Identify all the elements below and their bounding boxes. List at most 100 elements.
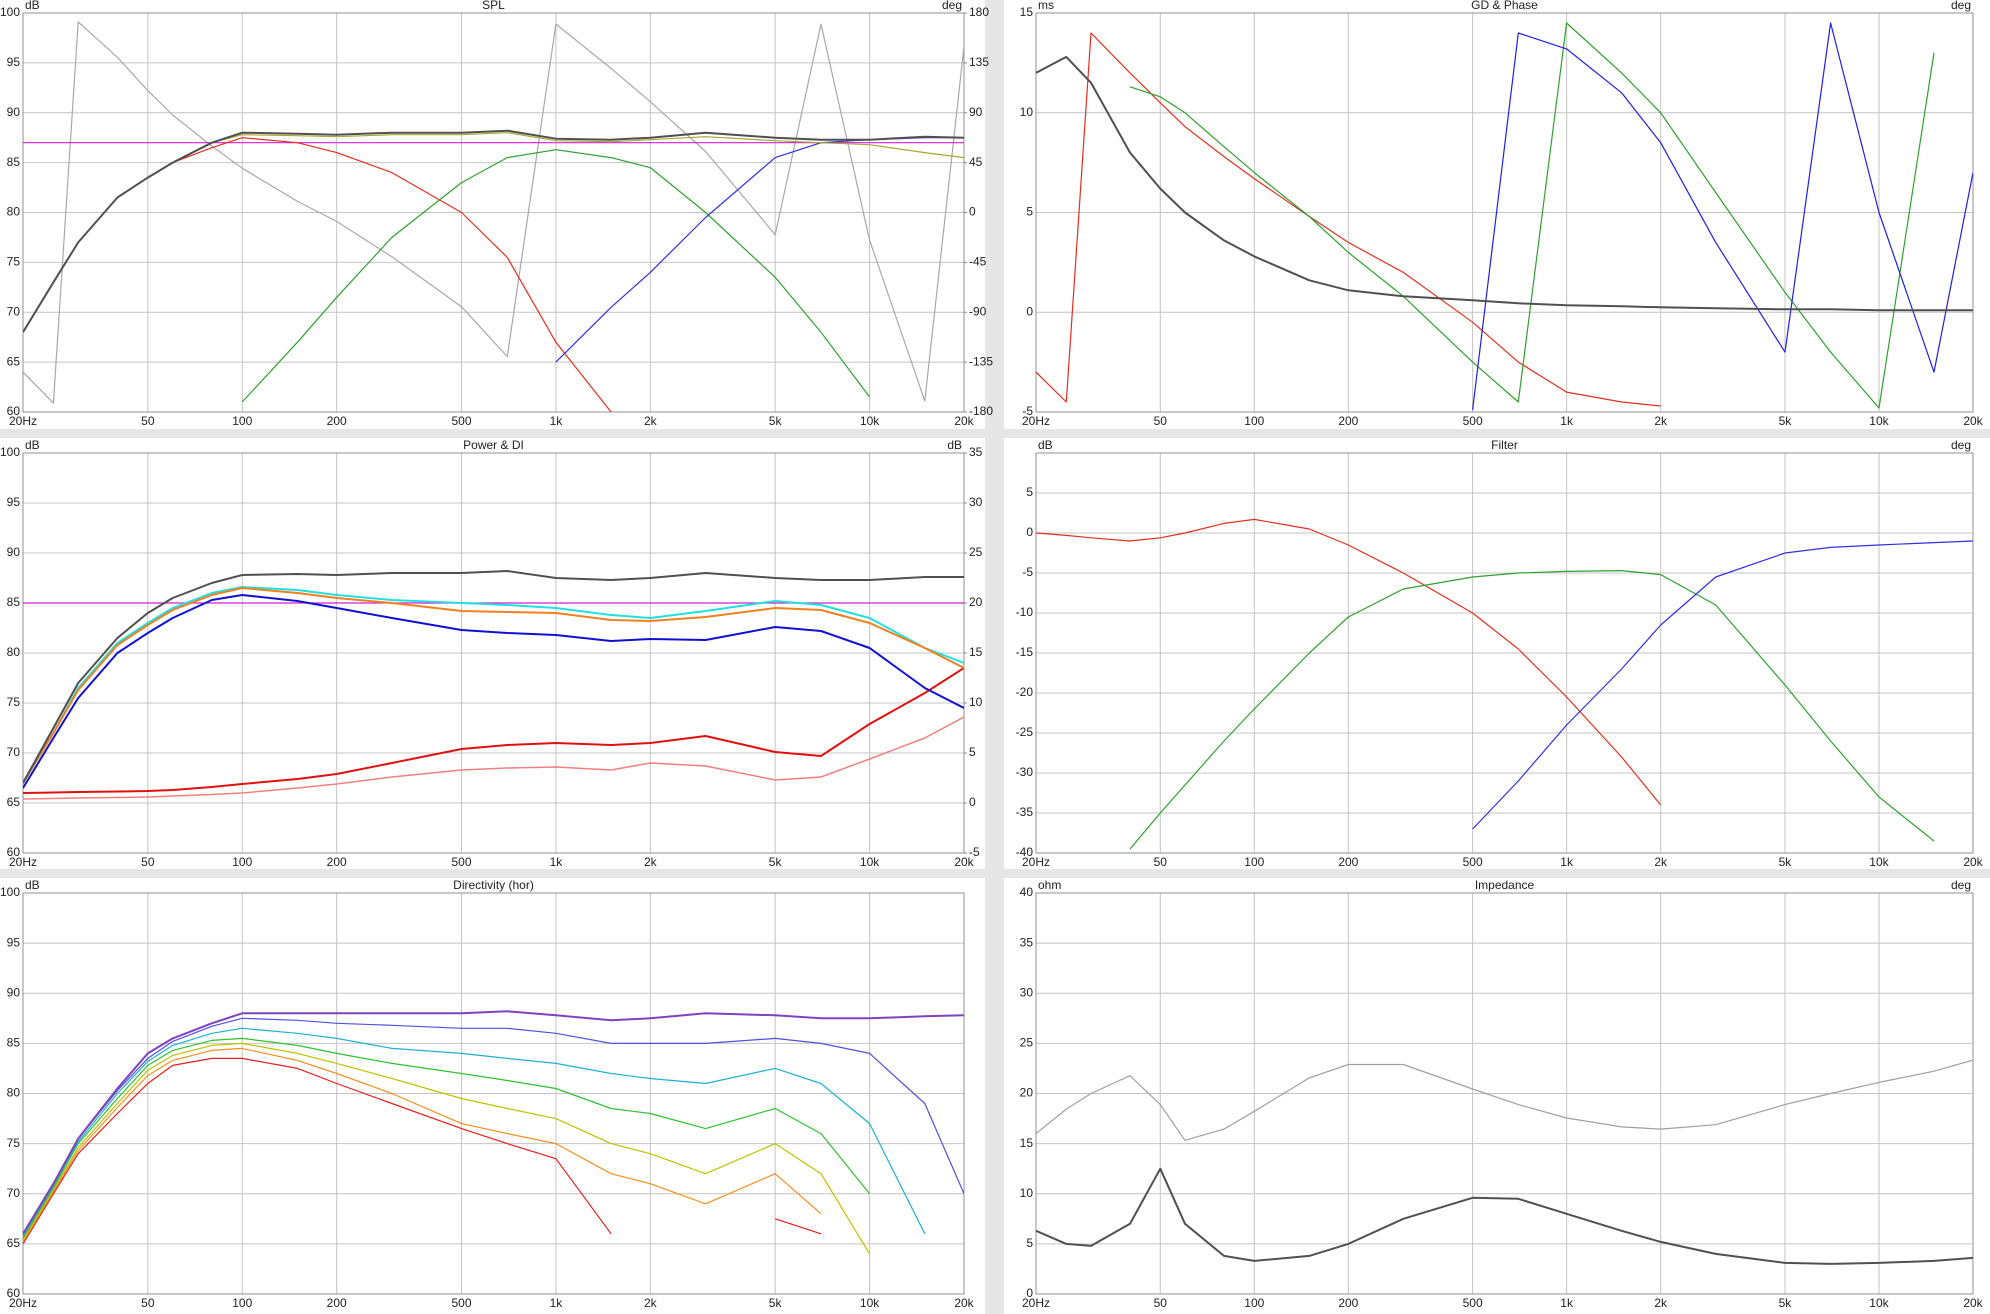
y2-tick-label: 10 [969,695,983,709]
y-tick-label: -10 [1016,605,1034,619]
y-tick-label: 100 [0,885,20,899]
series-line [23,1057,822,1245]
plot-area [1036,22,1973,411]
x-tick-label: 2k [1654,414,1668,428]
y-tick-label: -20 [1016,685,1034,699]
plot-area [1036,1059,1973,1265]
x-tick-label: 500 [451,1296,471,1310]
y-tick-label: 75 [7,255,21,269]
x-tick-label: 50 [1154,1296,1168,1310]
series-line [1036,1059,1973,1141]
x-tick-label: 20k [954,1296,974,1310]
series-line [23,586,964,784]
x-tick-label: 50 [141,1296,155,1310]
y2-tick-label: 30 [969,495,983,509]
x-tick-label: 1k [550,855,564,869]
y2-tick-label: 0 [969,205,976,219]
y2-tick-label: -180 [969,404,993,418]
x-tick-label: 200 [1338,1296,1358,1310]
y-tick-label: 0 [1026,525,1033,539]
x-tick-label: 500 [1463,1296,1483,1310]
x-tick-label: 100 [232,414,252,428]
x-tick-label: 200 [1338,855,1358,869]
y-tick-label: 60 [7,404,21,418]
y-tick-label: 65 [7,795,21,809]
plot-frame [22,892,965,1295]
x-tick-label: 10k [860,1296,880,1310]
series-line [23,587,964,784]
y-tick-label: 95 [7,55,21,69]
y2-axis-unit: deg [942,0,962,12]
x-tick-label: 100 [232,855,252,869]
x-tick-label: 5k [1779,855,1793,869]
y2-axis-unit: deg [1951,878,1971,892]
x-tick-label: 20k [1963,1296,1983,1310]
y-tick-label: 75 [7,695,21,709]
x-tick-label: 20Hz [9,855,37,869]
x-tick-label: 5k [769,414,783,428]
y-tick-label: -40 [1016,845,1034,859]
y-tick-label: 80 [7,1086,21,1100]
x-tick-label: 200 [1338,414,1358,428]
y-tick-label: 90 [7,545,21,559]
y-tick-label: 60 [7,845,21,859]
y2-axis-unit: dB [947,438,962,452]
y2-tick-label: 5 [969,745,976,759]
plot-area [23,21,964,412]
x-tick-label: 2k [644,855,658,869]
y-tick-label: -15 [1016,645,1034,659]
chart-title: GD & Phase [1471,0,1538,12]
panel [1004,878,1990,1314]
y2-tick-label: 20 [969,595,983,609]
y-tick-label: 35 [1020,935,1034,949]
x-tick-label: 20Hz [1022,414,1050,428]
x-tick-label: 20k [1963,414,1983,428]
series-line [23,1037,871,1239]
series-line [241,149,871,403]
y-tick-label: 85 [7,595,21,609]
x-tick-label: 200 [327,414,347,428]
y-tick-label: 80 [7,205,21,219]
series-line [23,667,964,794]
y-tick-label: 60 [7,1286,21,1300]
x-tick-label: 100 [1244,414,1264,428]
series-line [23,1010,964,1235]
series-line [1036,55,1973,312]
series-line [23,1047,822,1243]
y2-tick-label: 135 [969,55,989,69]
y2-tick-label: -90 [969,304,987,318]
x-tick-label: 1k [1560,414,1574,428]
x-tick-label: 2k [1654,1296,1668,1310]
x-tick-label: 2k [1654,855,1668,869]
y-tick-label: -5 [1022,404,1033,418]
series-line [1036,32,1661,407]
plot-area [23,570,964,800]
y-tick-label: 95 [7,935,21,949]
y-tick-label: 25 [1020,1036,1034,1050]
x-tick-label: 500 [451,855,471,869]
series-line [23,21,964,404]
x-tick-label: 20Hz [1022,1296,1050,1310]
plot-area [1036,518,1973,850]
y2-tick-label: 45 [969,155,983,169]
x-tick-label: 20k [1963,855,1983,869]
x-tick-label: 100 [232,1296,252,1310]
x-tick-label: 1k [550,414,564,428]
x-tick-label: 5k [1779,1296,1793,1310]
y-tick-label: 5 [1026,485,1033,499]
y-tick-label: -30 [1016,765,1034,779]
x-tick-label: 10k [860,414,880,428]
y-tick-label: 70 [7,745,21,759]
chart-title: Power & DI [463,438,524,452]
series-line [23,129,964,333]
plot-frame [1035,892,1974,1295]
y2-tick-label: 25 [969,545,983,559]
x-tick-label: 500 [1463,855,1483,869]
chart-title: Directivity (hor) [453,878,534,892]
x-tick-label: 2k [644,414,658,428]
x-tick-label: 20Hz [1022,855,1050,869]
y-tick-label: 70 [7,304,21,318]
y-tick-label: 10 [1020,105,1034,119]
y-tick-label: 15 [1020,5,1034,19]
